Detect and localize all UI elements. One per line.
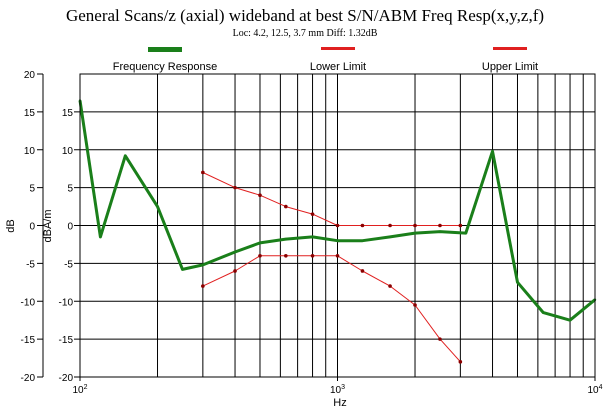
series-layer (78, 99, 597, 364)
data-point-upper-limit (310, 212, 315, 216)
data-point-frequency-response (413, 231, 417, 235)
legend-swatch-lower-limit (321, 47, 355, 50)
data-point-lower-limit (388, 284, 392, 288)
data-point-lower-limit (335, 254, 340, 258)
legend: Frequency Response Lower Limit Upper Limit (113, 47, 538, 73)
data-point-lower-limit (310, 254, 315, 258)
y-tick-label-inner: 5 (67, 184, 73, 195)
data-point-frequency-response (568, 318, 572, 322)
x-tick-label: 103 (330, 384, 345, 396)
data-point-upper-limit (388, 223, 392, 228)
y-tick-label-inner: -5 (64, 259, 73, 270)
data-point-frequency-response (438, 230, 442, 233)
data-point-upper-limit (233, 185, 237, 190)
data-point-frequency-response (361, 239, 364, 242)
data-point-frequency-response (284, 237, 288, 241)
legend-swatch-frequency-response (148, 47, 182, 52)
data-point-lower-limit (201, 284, 205, 288)
y-tick-label-outer: 15 (24, 108, 36, 119)
legend-swatch-upper-limit (493, 47, 527, 50)
data-point-lower-limit (438, 337, 442, 341)
data-point-frequency-response (336, 239, 339, 242)
data-point-frequency-response (542, 311, 545, 314)
data-point-frequency-response (233, 250, 237, 254)
y-tick-label-outer: 0 (29, 222, 35, 233)
data-point-upper-limit (284, 204, 288, 209)
data-point-frequency-response (258, 241, 262, 245)
data-point-frequency-response (201, 263, 205, 267)
y-tick-label-outer: 20 (24, 70, 36, 81)
y-tick-label-outer: 5 (29, 184, 35, 195)
x-tick-label: 102 (72, 384, 87, 396)
chart-subtitle: Loc: 4.2, 12.5, 3.7 mm Diff: 1.32dB (233, 28, 378, 39)
y-tick-label-inner: 0 (67, 222, 73, 233)
data-point-upper-limit (258, 193, 262, 197)
y-tick-label-outer: -15 (21, 335, 36, 346)
y-tick-label-outer: -10 (21, 297, 36, 308)
data-point-frequency-response (388, 235, 392, 239)
legend-label-upper-limit: Upper Limit (482, 61, 538, 73)
data-point-frequency-response (464, 231, 468, 235)
y-tick-labels-outer: 20 15 10 5 0 -5 -10 -15 -20 (21, 70, 44, 384)
data-point-frequency-response (124, 154, 127, 158)
data-point-lower-limit (233, 269, 237, 273)
y-axis-label-outer: dB (5, 219, 17, 232)
data-point-lower-limit (458, 360, 463, 364)
x-axis-label: Hz (333, 397, 346, 409)
data-point-upper-limit (413, 223, 417, 228)
y-tick-label-inner: 10 (62, 146, 74, 157)
y-tick-labels-inner: 15 10 5 0 -5 -10 -15 -20 (59, 108, 80, 384)
y-tick-label-outer: -5 (26, 259, 35, 270)
chart-title: General Scans/z (axial) wideband at best… (66, 6, 544, 25)
data-point-upper-limit (438, 223, 442, 228)
y-axis-label-inner: dBA/m (42, 209, 54, 242)
y-tick-label-outer: 10 (24, 146, 36, 157)
data-point-lower-limit (360, 269, 365, 273)
y-tick-label-inner: -15 (59, 335, 74, 346)
data-point-frequency-response (491, 150, 494, 153)
data-point-frequency-response (311, 235, 314, 239)
data-point-frequency-response (156, 205, 159, 208)
data-point-frequency-response (516, 281, 519, 284)
x-tick-labels: 102 103 104 (72, 377, 603, 396)
legend-label-frequency-response: Frequency Response (113, 61, 218, 73)
data-point-lower-limit (284, 254, 288, 258)
data-point-lower-limit (258, 254, 262, 258)
data-point-frequency-response (99, 235, 102, 239)
data-point-upper-limit (335, 223, 340, 228)
data-point-upper-limit (458, 223, 463, 228)
legend-label-lower-limit: Lower Limit (310, 61, 366, 73)
data-point-lower-limit (413, 303, 417, 307)
data-point-frequency-response (181, 268, 184, 271)
y-tick-label-inner: -10 (59, 297, 74, 308)
x-tick-label: 104 (587, 384, 602, 396)
y-tick-label-inner: 15 (62, 108, 74, 119)
data-point-upper-limit (201, 170, 205, 175)
data-point-upper-limit (360, 223, 365, 228)
y-tick-label-inner: -20 (59, 373, 74, 384)
y-tick-label-outer: -20 (21, 373, 36, 384)
